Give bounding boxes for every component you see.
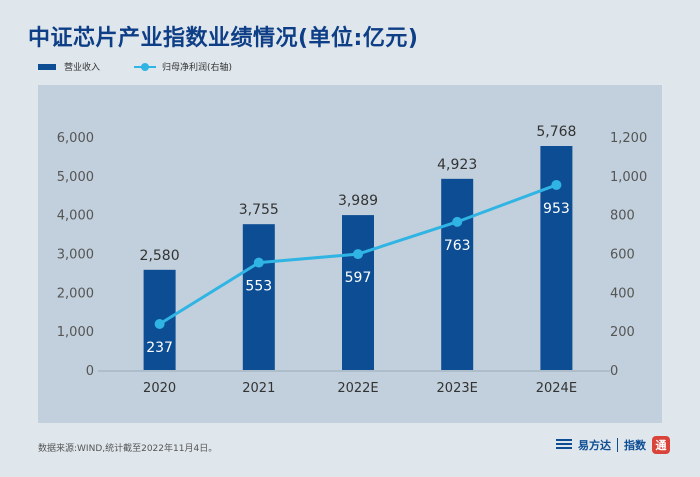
chart-panel: 0 1,000 2,000 3,000 4,000 5,000 6,000 0 200 400 60…: [38, 85, 662, 423]
y-left-tick-label: 5,000: [57, 170, 94, 185]
bar-value-label: 2,580: [140, 248, 180, 264]
line-value-label: 237: [146, 340, 173, 356]
y-right-tick-label: 1,200: [610, 131, 647, 146]
line-value-label: 553: [245, 279, 272, 295]
y-left-tick-label: 6,000: [57, 131, 94, 146]
legend-bar-label: 营业收入: [64, 63, 101, 73]
chart-title: 中证芯片产业指数业绩情况(单位:亿元): [28, 26, 419, 51]
legend: 营业收入 归母净利润(右轴): [38, 60, 232, 73]
y-right-tick-label: 800: [610, 209, 635, 224]
legend-bar-swatch: [38, 63, 56, 70]
x-tick-label: 2024E: [536, 381, 577, 396]
x-tick-label: 2020: [143, 381, 176, 396]
y-left-tick-label: 2,000: [57, 286, 94, 301]
y-right-tick-label: 200: [610, 325, 635, 340]
y-left-tick-label: 0: [86, 364, 94, 379]
y-left-tick-label: 4,000: [57, 209, 94, 224]
line-point: [551, 179, 562, 190]
brand-icon: [556, 439, 572, 451]
bar-value-label: 3,989: [338, 193, 378, 209]
brand-product: 指数: [624, 439, 646, 452]
bar: [441, 178, 474, 370]
y-right-tick-label: 0: [610, 364, 618, 379]
footnote: 数据来源:WIND,统计截至2022年11月4日。: [38, 444, 218, 454]
bar-value-label: 5,768: [536, 124, 576, 140]
brand-divider: [617, 438, 618, 452]
line-point: [452, 216, 463, 227]
line-value-label: 953: [543, 201, 570, 217]
legend-line-swatch: [134, 62, 157, 72]
chart-svg: 0 1,000 2,000 3,000 4,000 5,000 6,000 0 200 400 60…: [57, 124, 647, 396]
y-left-tick-label: 3,000: [57, 248, 94, 263]
bar-value-label: 3,755: [239, 202, 279, 218]
y-right-tick-label: 1,000: [610, 170, 647, 185]
brand-company: 易方达: [578, 439, 611, 452]
brand-seal: 通: [652, 436, 670, 454]
line-point: [154, 318, 165, 329]
x-tick-label: 2022E: [337, 381, 378, 396]
y-left-tick-label: 1,000: [57, 325, 94, 340]
bar-value-label: 4,923: [437, 157, 477, 173]
bar: [342, 215, 374, 370]
bar: [540, 146, 573, 370]
line-point: [353, 249, 363, 260]
line-value-label: 597: [345, 270, 372, 286]
line-point: [253, 257, 264, 268]
x-tick-label: 2021: [242, 381, 275, 396]
x-tick-label: 2023E: [437, 381, 478, 396]
y-right-tick-label: 600: [610, 248, 635, 263]
legend-line-label: 归母净利润(右轴): [162, 63, 233, 73]
y-right-tick-label: 400: [610, 286, 635, 301]
brand-logo: 易方达 指数 通: [556, 436, 670, 454]
line-value-label: 763: [444, 238, 471, 254]
bar: [242, 224, 275, 370]
